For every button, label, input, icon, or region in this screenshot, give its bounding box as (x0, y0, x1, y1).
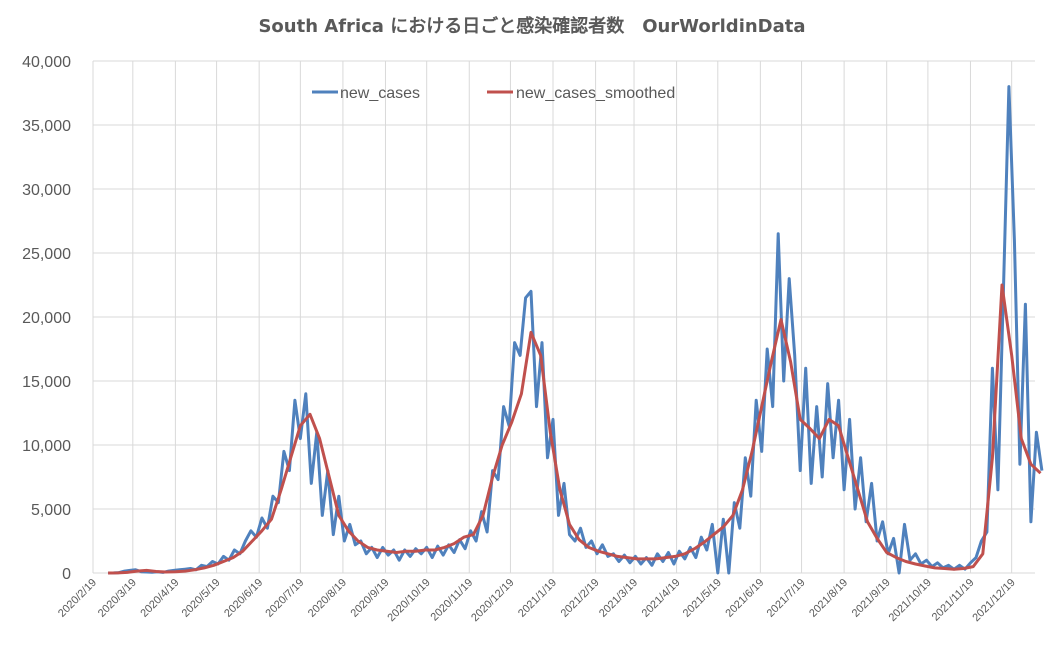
legend: new_cases new_cases_smoothed (312, 85, 675, 102)
x-tick-label: 2020/3/19 (96, 577, 139, 620)
x-tick-label: 2021/3/19 (597, 577, 640, 620)
legend-label-new-cases: new_cases (340, 85, 420, 102)
y-tick-label: 15,000 (22, 374, 71, 391)
x-tick-label: 2021/6/19 (723, 577, 766, 620)
y-tick-label: 20,000 (22, 310, 71, 327)
x-tick-label: 2021/4/19 (640, 577, 683, 620)
x-tick-label: 2021/8/19 (807, 577, 850, 620)
x-tick-label: 2021/9/19 (850, 577, 893, 620)
y-tick-label: 35,000 (22, 118, 71, 135)
x-tick-label: 2021/12/19 (970, 577, 1017, 624)
series-line-new-cases (108, 85, 1044, 575)
series-line-new-cases-smoothed (108, 283, 1042, 575)
legend-label-new-cases-smoothed: new_cases_smoothed (516, 85, 675, 102)
x-tick-label: 2021/11/19 (930, 577, 977, 624)
x-tick-label: 2020/8/19 (306, 577, 349, 620)
x-tick-label: 2020/4/19 (138, 577, 181, 620)
x-tick-label: 2020/5/19 (180, 577, 223, 620)
x-tick-label: 2020/10/19 (385, 577, 432, 624)
x-tick-label: 2020/9/19 (349, 577, 392, 620)
x-tick-label: 2021/2/19 (559, 577, 602, 620)
x-tick-label: 2021/7/19 (765, 577, 808, 620)
y-tick-label: 25,000 (22, 246, 71, 263)
x-tick-label: 2021/5/19 (681, 577, 724, 620)
y-axis-ticks: 0 5,000 10,000 15,000 20,000 25,000 30,000 35,0… (22, 54, 71, 583)
x-tick-label: 2020/2/19 (56, 577, 99, 620)
series-lines (108, 85, 1044, 575)
y-tick-label: 5,000 (31, 502, 71, 519)
x-tick-label: 2021/1/19 (516, 577, 559, 620)
x-tick-label: 2021/10/19 (887, 577, 934, 624)
x-tick-label: 2020/11/19 (429, 577, 476, 624)
chart-title: South Africa における日ごと感染確認者数 OurWorldinDat… (258, 15, 805, 37)
y-tick-label: 40,000 (22, 54, 71, 71)
x-tick-label: 2020/12/19 (469, 577, 516, 624)
x-tick-label: 2020/7/19 (263, 577, 306, 620)
x-tick-label: 2020/6/19 (222, 577, 265, 620)
y-tick-label: 30,000 (22, 182, 71, 199)
y-tick-label: 0 (62, 566, 71, 583)
gridlines (92, 60, 1035, 574)
y-tick-label: 10,000 (22, 438, 71, 455)
